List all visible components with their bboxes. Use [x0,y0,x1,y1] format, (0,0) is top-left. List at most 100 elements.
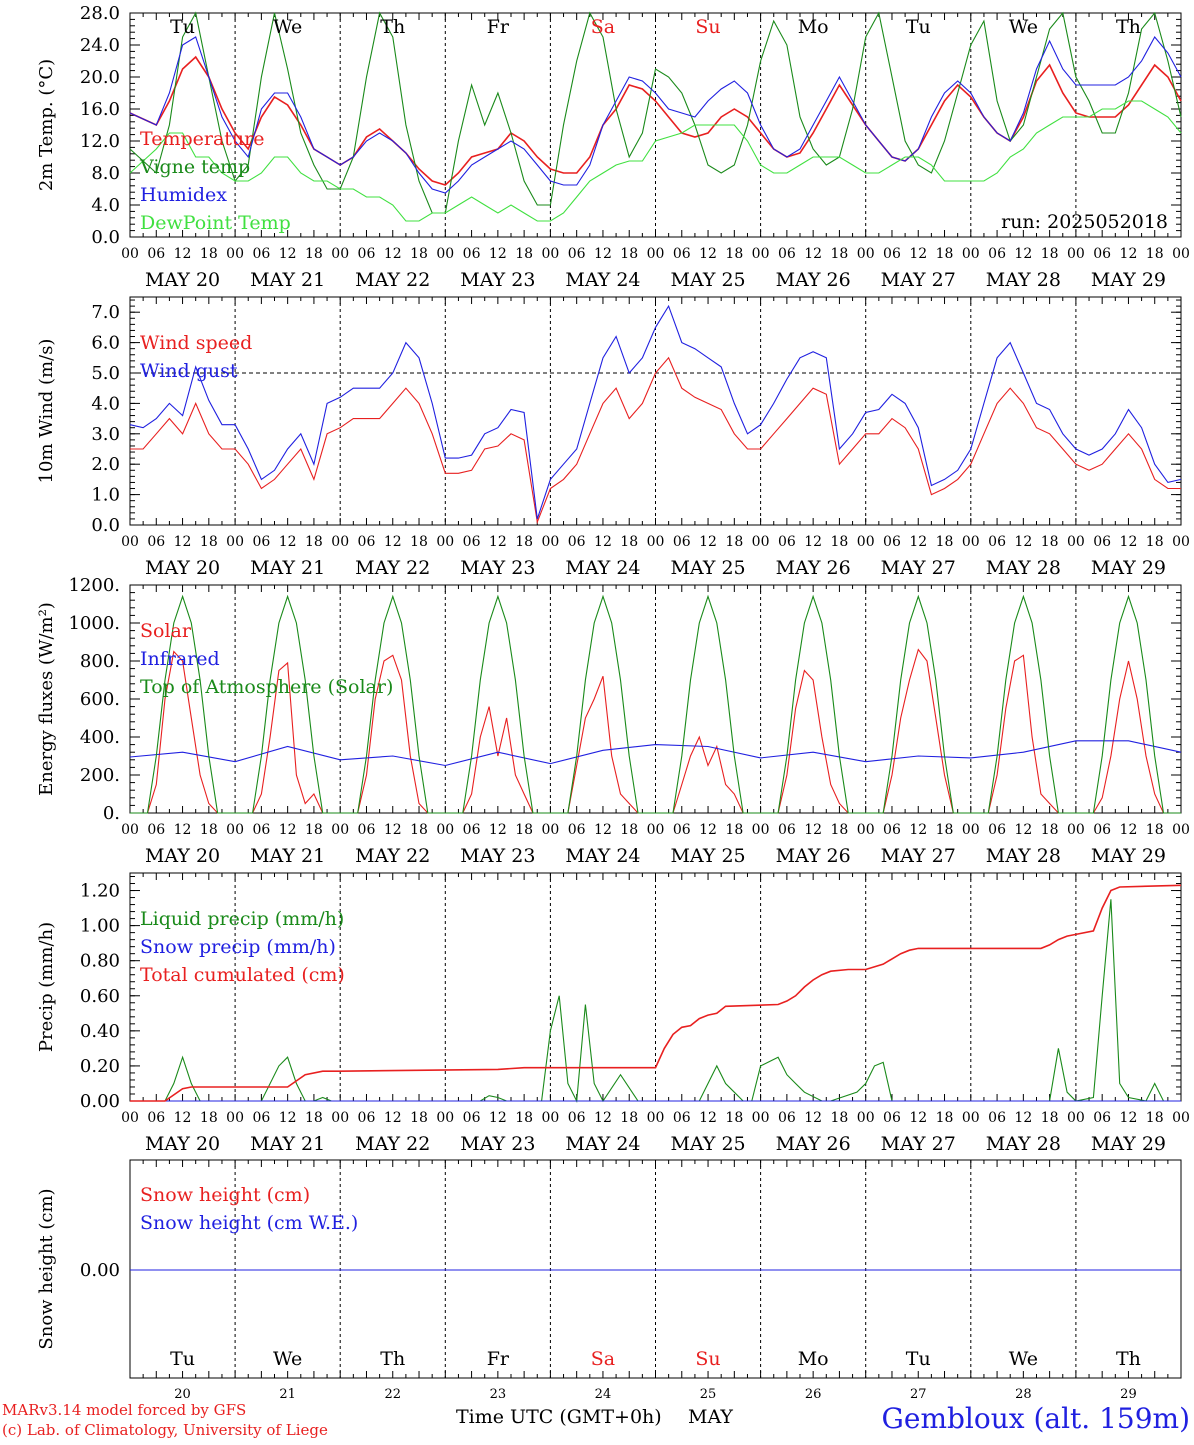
hour-tick-label: 12 [279,534,297,550]
hour-tick-label: 18 [410,534,428,550]
date-label: MAY 28 [986,557,1061,579]
weekday-label-bottom: We [273,1348,302,1370]
y-axis-title: Snow height (cm) [36,1188,57,1349]
hour-tick-label: 00 [857,534,875,550]
hour-tick-label: 12 [384,1110,402,1126]
y-tick-label: 3.0 [91,424,120,445]
y-tick-label: 8.0 [91,163,120,184]
weekday-label-bottom: Sa [591,1348,615,1370]
hour-tick-label: 06 [883,822,901,838]
date-label: MAY 29 [1091,269,1166,291]
hour-tick-label: 18 [831,1110,849,1126]
hour-tick-label: 12 [804,246,822,262]
y-tick-label: 0.0 [91,515,120,536]
hour-tick-label: 00 [121,1110,139,1126]
y-axis-title: 2m Temp. (°C) [36,59,57,191]
hour-tick-label: 00 [857,1110,875,1126]
hour-tick-label: 18 [725,246,743,262]
hour-tick-label: 00 [962,534,980,550]
hour-tick-label: 00 [121,246,139,262]
hour-tick-label: 12 [279,822,297,838]
hour-tick-label: 18 [515,822,533,838]
hour-tick-label: 06 [358,246,376,262]
day-number: 20 [174,1387,191,1402]
hour-tick-label: 06 [463,246,481,262]
date-label: MAY 26 [776,845,851,867]
hour-tick-label: 18 [410,246,428,262]
weekday-label-top: We [273,16,302,38]
day-number: 22 [384,1387,401,1402]
y-tick-label: 0.00 [80,1091,120,1112]
series-line-dewpoint-temp [129,100,1182,222]
hour-tick-label: 18 [200,534,218,550]
day-number: 27 [910,1387,927,1402]
day-number: 24 [595,1387,612,1402]
hour-tick-label: 12 [489,822,507,838]
hour-tick-label: 06 [358,1110,376,1126]
hour-tick-label: 18 [620,534,638,550]
y-tick-label: 0.40 [80,1021,120,1042]
panel-4 [129,872,1182,1103]
panel-1 [129,11,1182,238]
date-label: MAY 23 [460,269,535,291]
day-number: 23 [490,1387,507,1402]
hour-tick-label: 12 [1014,246,1032,262]
date-label: MAY 23 [460,1133,535,1155]
hour-tick-label: 18 [1041,534,1059,550]
date-label: MAY 25 [670,845,745,867]
x-axis-title: Time UTC (GMT+0h) [456,1406,662,1428]
date-label: MAY 21 [250,557,325,579]
hour-tick-label: 06 [147,822,165,838]
hour-tick-label: 18 [515,1110,533,1126]
hour-tick-label: 06 [252,1110,270,1126]
y-tick-label: 2.0 [91,454,120,475]
date-label: MAY 20 [145,557,220,579]
hour-tick-label: 18 [936,246,954,262]
date-label: MAY 20 [145,845,220,867]
hour-tick-label: 18 [831,534,849,550]
hour-tick-label: 18 [620,246,638,262]
hour-tick-label: 00 [436,1110,454,1126]
hour-tick-label: 00 [331,1110,349,1126]
hour-tick-label: 06 [988,246,1006,262]
panel-5 [129,1159,1182,1379]
hour-tick-label: 12 [384,534,402,550]
date-label: MAY 28 [986,1133,1061,1155]
hour-tick-label: 18 [725,1110,743,1126]
hour-tick-label: 12 [1014,1110,1032,1126]
hour-tick-label: 00 [647,822,665,838]
hour-tick-label: 00 [436,246,454,262]
hour-tick-label: 18 [620,822,638,838]
y-tick-label: 0.00 [80,1260,120,1281]
y-tick-label: 20.0 [80,67,120,88]
hour-tick-label: 06 [1093,1110,1111,1126]
hour-tick-label: 00 [962,822,980,838]
hour-tick-label: 18 [1041,1110,1059,1126]
hour-tick-label: 12 [909,822,927,838]
hour-tick-label: 06 [1093,246,1111,262]
location-label: Gembloux (alt. 159m) [882,1402,1191,1435]
hour-tick-label: 18 [410,822,428,838]
weekday-label-top: Sa [591,16,615,38]
hour-tick-label: 06 [463,822,481,838]
hour-tick-label: 18 [936,534,954,550]
y-tick-label: 600. [80,689,120,710]
hour-tick-label: 18 [831,822,849,838]
hour-tick-label: 18 [200,1110,218,1126]
hour-tick-label: 18 [305,534,323,550]
hour-tick-label: 18 [1041,822,1059,838]
hour-tick-label: 12 [804,534,822,550]
date-label: MAY 27 [881,1133,956,1155]
hour-tick-label: 06 [778,534,796,550]
weekday-label-bottom: Mo [798,1348,829,1370]
hour-tick-label: 00 [226,534,244,550]
hour-tick-label: 00 [121,534,139,550]
date-label: MAY 26 [776,1133,851,1155]
hour-tick-label: 00 [1172,246,1190,262]
hour-tick-label: 00 [1172,1110,1190,1126]
day-number: 29 [1120,1387,1137,1402]
hour-tick-label: 18 [305,246,323,262]
hour-tick-label: 18 [1146,822,1164,838]
hour-tick-label: 06 [463,1110,481,1126]
